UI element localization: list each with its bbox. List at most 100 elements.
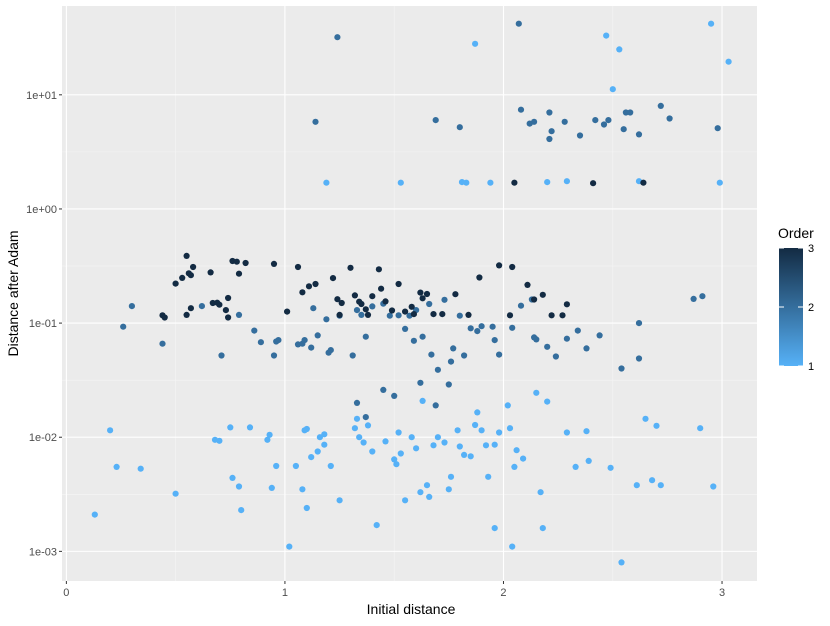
data-point xyxy=(353,399,361,406)
data-point xyxy=(391,392,398,399)
data-point xyxy=(618,365,625,372)
data-point xyxy=(216,437,223,444)
data-point xyxy=(447,473,455,480)
y-axis: 1e-03 1e-02 1e-01 1e+00 1e+01 xyxy=(26,90,62,558)
data-point xyxy=(364,311,372,318)
data-point xyxy=(633,482,640,489)
data-point xyxy=(395,312,402,319)
data-point xyxy=(314,448,321,455)
data-point xyxy=(509,543,516,550)
data-point xyxy=(395,280,402,288)
data-point xyxy=(413,445,420,452)
data-point xyxy=(238,507,245,514)
plot-panel xyxy=(62,6,757,581)
data-point xyxy=(496,262,503,269)
data-point xyxy=(465,311,472,318)
data-point xyxy=(716,179,723,186)
data-point xyxy=(303,504,310,512)
data-point xyxy=(308,344,315,351)
data-point xyxy=(590,180,597,187)
data-point xyxy=(351,425,358,432)
data-point xyxy=(487,179,494,186)
data-point xyxy=(461,352,468,359)
data-point xyxy=(419,333,426,340)
data-point xyxy=(524,281,531,288)
data-point xyxy=(546,109,553,116)
data-point xyxy=(360,439,367,446)
data-point xyxy=(445,381,452,388)
data-point xyxy=(609,86,616,93)
data-point xyxy=(402,497,409,504)
data-point xyxy=(548,128,555,135)
data-point xyxy=(382,298,389,305)
data-point xyxy=(699,293,706,300)
data-point xyxy=(91,511,98,518)
legend-break-label: 2 xyxy=(808,302,814,314)
data-point xyxy=(235,270,243,277)
data-point xyxy=(305,283,313,290)
data-point xyxy=(496,351,503,358)
data-point xyxy=(284,308,291,315)
data-point xyxy=(380,386,387,393)
data-point xyxy=(600,121,608,128)
data-point xyxy=(496,429,503,436)
data-point xyxy=(430,442,437,449)
data-point xyxy=(531,296,538,303)
data-point xyxy=(559,312,566,319)
data-point xyxy=(246,424,254,431)
data-point xyxy=(386,312,393,319)
data-point xyxy=(229,474,236,481)
data-point xyxy=(620,126,627,133)
data-point xyxy=(209,299,216,307)
data-point xyxy=(467,453,474,460)
data-point xyxy=(218,352,225,359)
data-point xyxy=(303,425,310,433)
data-point xyxy=(456,124,463,131)
data-point xyxy=(419,295,426,302)
data-point xyxy=(467,325,474,332)
data-point xyxy=(544,179,551,186)
data-point xyxy=(572,463,579,470)
data-point xyxy=(491,525,498,532)
data-point xyxy=(478,323,485,330)
data-point xyxy=(410,337,417,344)
data-point xyxy=(537,489,544,496)
legend-title: Order xyxy=(778,225,814,241)
data-point xyxy=(329,275,337,282)
data-point xyxy=(334,296,341,303)
data-point xyxy=(369,303,376,310)
data-point xyxy=(198,303,205,310)
data-point xyxy=(225,294,232,302)
data-point xyxy=(463,179,470,186)
data-point xyxy=(434,366,441,373)
data-point xyxy=(358,311,365,318)
data-point xyxy=(489,323,496,330)
data-point xyxy=(544,398,551,405)
data-point xyxy=(270,352,278,359)
data-point xyxy=(113,463,120,470)
data-point xyxy=(391,456,398,463)
data-point xyxy=(137,465,144,472)
data-point xyxy=(369,293,376,300)
data-point xyxy=(627,109,634,116)
data-point xyxy=(222,307,229,314)
data-point xyxy=(316,434,323,441)
data-point xyxy=(266,431,273,438)
data-point xyxy=(336,311,343,318)
data-point xyxy=(428,351,435,358)
data-point xyxy=(461,451,468,458)
data-point xyxy=(207,269,214,276)
data-point xyxy=(353,415,361,422)
legend-ticks: 1 2 3 xyxy=(779,243,814,373)
data-point xyxy=(666,115,673,122)
data-point xyxy=(548,312,555,319)
data-point xyxy=(299,486,306,493)
data-point xyxy=(419,397,426,404)
x-tick-label: 1 xyxy=(282,587,288,599)
data-point xyxy=(227,424,234,431)
data-point xyxy=(161,314,168,321)
data-point xyxy=(506,312,514,319)
data-point xyxy=(616,46,623,53)
data-point xyxy=(476,274,483,281)
data-point xyxy=(323,316,330,323)
